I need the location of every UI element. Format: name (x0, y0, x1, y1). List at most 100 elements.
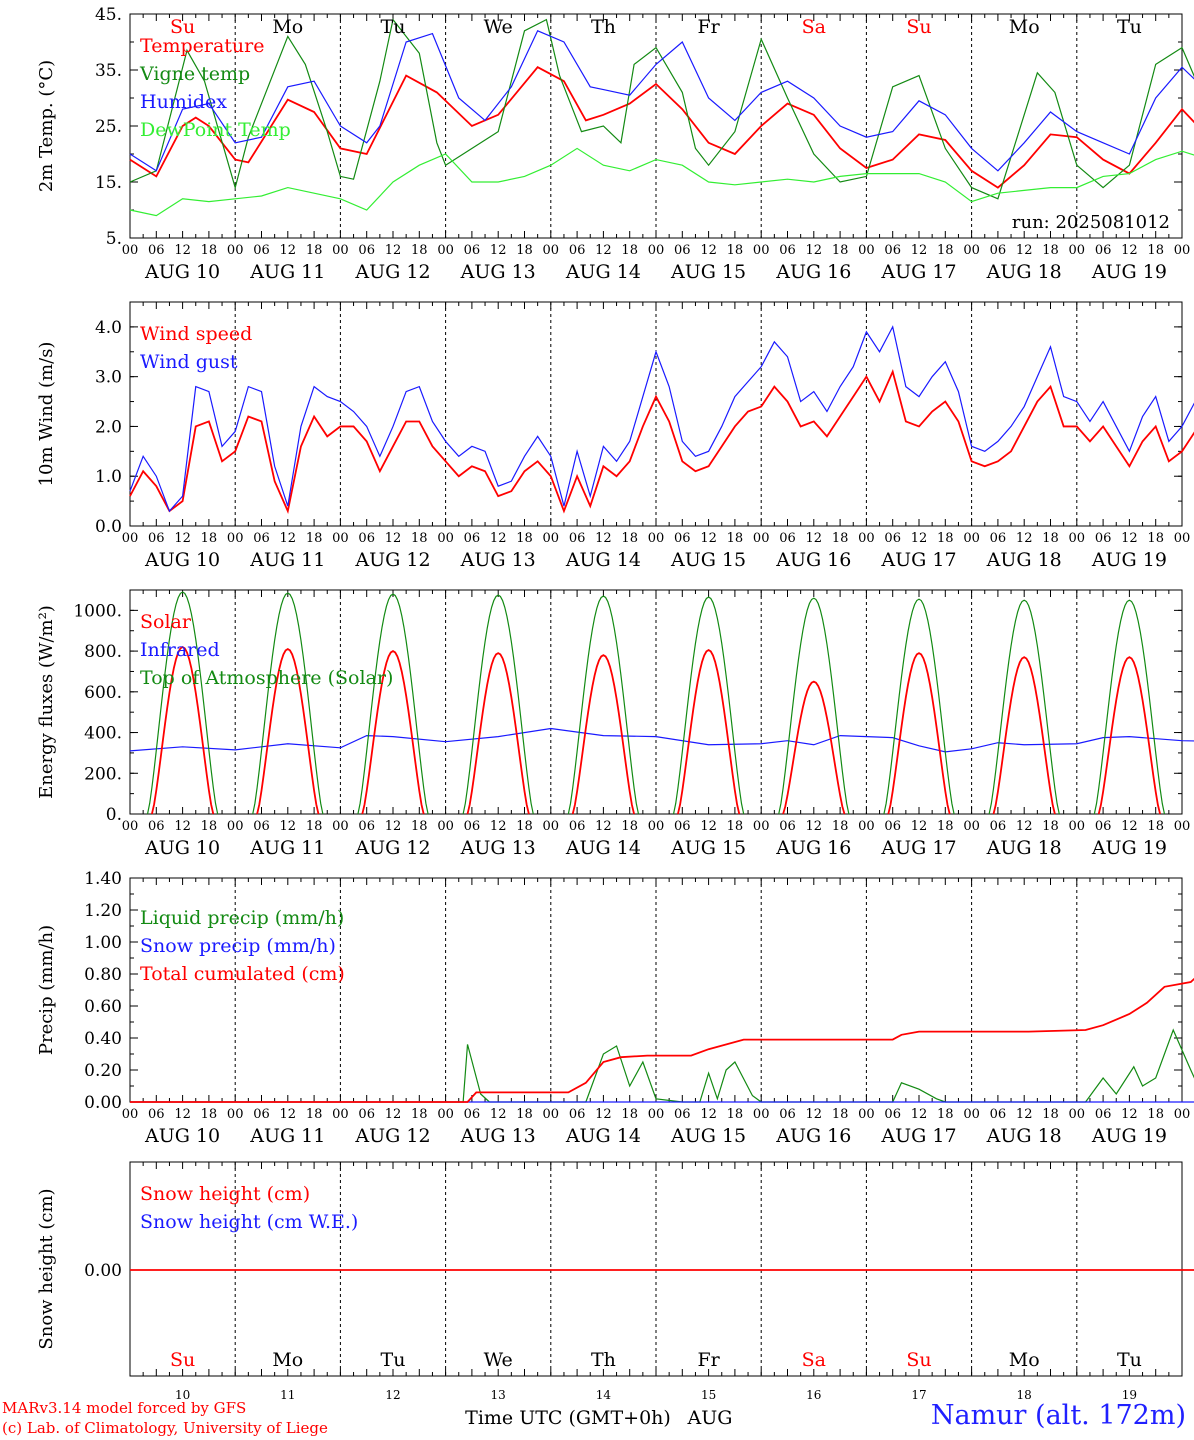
date-label: AUG 17 (880, 261, 956, 283)
run-label: run: 2025081012 (1012, 212, 1170, 233)
hour-tick-label: 12 (700, 819, 717, 834)
hour-tick-label: 18 (306, 819, 323, 834)
hour-tick-label: 18 (621, 531, 638, 546)
hour-tick-label: 06 (464, 243, 481, 258)
hour-tick-label: 06 (358, 531, 375, 546)
y-tick-label: 25. (95, 117, 122, 137)
date-label: AUG 17 (880, 837, 956, 859)
legend-entry: Top of Atmosphere (Solar) (140, 667, 393, 689)
flux-curve (992, 656, 1056, 815)
hour-tick-label: 06 (358, 243, 375, 258)
hour-tick-label: 18 (832, 819, 849, 834)
hour-tick-label: 18 (937, 819, 954, 834)
date-label: AUG 19 (1091, 837, 1167, 859)
y-axis-label: Precip (mm/h) (36, 925, 57, 1055)
date-label: AUG 19 (1091, 1125, 1167, 1147)
hour-tick-label: 06 (253, 819, 270, 834)
date-label: AUG 12 (354, 1125, 430, 1147)
hour-tick-label: 18 (516, 531, 533, 546)
series-line (130, 977, 1194, 1103)
hour-tick-label: 12 (911, 531, 928, 546)
legend-entry: Snow precip (mm/h) (140, 935, 336, 957)
hour-tick-label: 12 (490, 819, 507, 834)
y-tick-label: 0. (106, 805, 122, 825)
hour-tick-label: 00 (543, 531, 560, 546)
hour-tick-label: 18 (201, 819, 218, 834)
date-label: AUG 15 (670, 837, 746, 859)
hour-tick-label: 18 (832, 1107, 849, 1122)
flux-curve (462, 594, 534, 815)
day-number: 18 (1017, 1388, 1032, 1402)
day-number: 16 (806, 1388, 821, 1402)
hour-tick-label: 00 (122, 819, 139, 834)
hour-tick-label: 18 (411, 243, 428, 258)
hour-tick-label: 06 (569, 1107, 586, 1122)
hour-tick-label: 18 (832, 243, 849, 258)
legend-entry: Temperature (140, 35, 264, 57)
flux-curve (677, 649, 741, 815)
hour-tick-label: 12 (280, 1107, 297, 1122)
flux-curve (778, 597, 850, 815)
date-label: AUG 13 (460, 1125, 536, 1147)
series-line (129, 18, 1194, 200)
hour-tick-label: 00 (648, 531, 665, 546)
date-label: AUG 12 (354, 261, 430, 283)
flux-curve (357, 593, 429, 815)
y-tick-label: 3.0 (95, 368, 122, 388)
hour-tick-label: 06 (148, 243, 165, 258)
y-axis-label: 2m Temp. (°C) (36, 60, 57, 192)
weekday-label: Sa (802, 16, 826, 38)
hour-tick-label: 18 (727, 819, 744, 834)
hour-tick-label: 18 (411, 1107, 428, 1122)
hour-tick-label: 06 (779, 819, 796, 834)
hour-tick-label: 18 (832, 531, 849, 546)
hour-tick-label: 12 (700, 531, 717, 546)
hour-tick-label: 18 (1147, 243, 1164, 258)
hour-tick-label: 12 (595, 243, 612, 258)
hour-tick-label: 12 (490, 243, 507, 258)
date-label: AUG 19 (1091, 549, 1167, 571)
y-tick-label: 0.60 (84, 997, 122, 1017)
hour-tick-label: 06 (253, 531, 270, 546)
y-tick-label: 4.0 (95, 318, 122, 338)
hour-tick-label: 06 (674, 531, 691, 546)
weekday-label: We (484, 16, 513, 38)
y-axis-label: Energy fluxes (W/m²) (36, 605, 57, 799)
lab-credit: (c) Lab. of Climatology, University of L… (2, 1419, 328, 1437)
weekday-label: Tu (381, 1349, 406, 1371)
flux-curve (883, 598, 955, 815)
hour-tick-label: 06 (148, 531, 165, 546)
hour-tick-label: 18 (727, 1107, 744, 1122)
hour-tick-label: 18 (411, 819, 428, 834)
hour-tick-label: 06 (779, 531, 796, 546)
y-tick-label: 1.20 (84, 901, 122, 921)
hour-tick-label: 06 (1095, 243, 1112, 258)
weekday-label: Mo (1009, 16, 1040, 38)
hour-tick-label: 06 (569, 531, 586, 546)
panel-frame (129, 589, 1183, 815)
date-label: AUG 15 (670, 549, 746, 571)
hour-tick-label: 12 (280, 531, 297, 546)
legend-entry: DewPoint Temp (140, 119, 291, 141)
date-label: AUG 13 (460, 837, 536, 859)
hour-tick-label: 18 (1042, 1107, 1059, 1122)
y-tick-label: 400. (84, 724, 122, 744)
hour-tick-label: 06 (569, 819, 586, 834)
legend-entry: Snow height (cm) (140, 1183, 310, 1205)
hour-tick-label: 06 (990, 819, 1007, 834)
legend-entry: Wind speed (140, 323, 252, 345)
y-tick-label: 15. (95, 173, 122, 193)
hour-tick-label: 12 (280, 819, 297, 834)
hour-tick-label: 18 (727, 243, 744, 258)
hour-tick-label: 12 (385, 531, 402, 546)
date-label: AUG 12 (354, 549, 430, 571)
hour-tick-label: 12 (280, 243, 297, 258)
hour-tick-label: 18 (1147, 1107, 1164, 1122)
hour-tick-label: 06 (674, 1107, 691, 1122)
day-number: 15 (701, 1388, 716, 1402)
hour-tick-label: 06 (253, 243, 270, 258)
legend-entry: Humidex (140, 91, 227, 113)
hour-tick-label: 18 (1042, 819, 1059, 834)
hour-tick-label: 00 (437, 1107, 454, 1122)
y-tick-label: 0.20 (84, 1061, 122, 1081)
